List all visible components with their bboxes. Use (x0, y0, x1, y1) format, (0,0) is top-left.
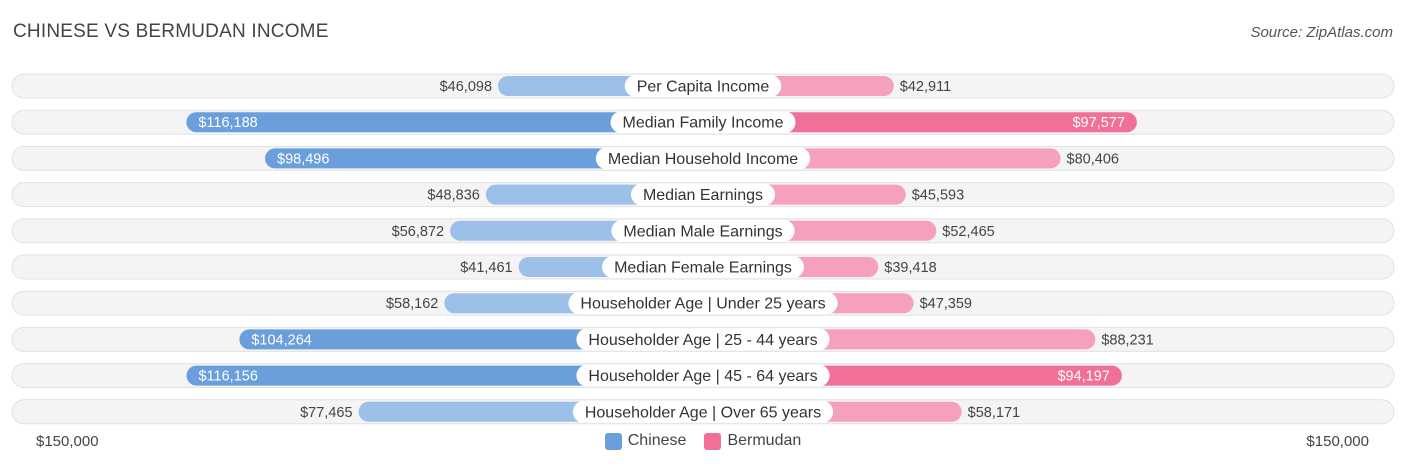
category-pill (630, 183, 776, 206)
bar-chinese (186, 112, 703, 133)
category-pill (576, 364, 830, 387)
axis-left-label: $150,000 (36, 433, 99, 450)
value-label-bermudan: $88,231 (1101, 332, 1153, 348)
legend-swatch-chinese (604, 432, 622, 450)
legend-swatch-bermudan (704, 432, 722, 450)
value-label-bermudan: $58,171 (968, 405, 1020, 421)
bar-chinese (186, 365, 703, 386)
legend-item-chinese: Chinese (604, 432, 687, 450)
legend: Chinese Bermudan (0, 432, 1406, 450)
value-label-chinese: $58,162 (386, 296, 438, 312)
value-label-bermudan: $42,911 (900, 79, 951, 95)
category-label: Median Female Earnings (614, 260, 792, 277)
category-pill (611, 219, 795, 242)
category-pill (624, 75, 782, 97)
value-label-chinese: $46,098 (440, 79, 492, 95)
value-label-bermudan: $39,418 (884, 260, 936, 276)
category-pill (576, 328, 830, 351)
chart-title: CHINESE VS BERMUDAN INCOME (13, 21, 329, 42)
value-label-chinese: $98,496 (277, 151, 329, 167)
category-label: Householder Age | Under 25 years (580, 296, 825, 313)
bar-chinese (265, 148, 703, 169)
value-label-bermudan: $45,593 (912, 188, 964, 204)
legend-item-bermudan: Bermudan (704, 432, 801, 450)
category-label: Householder Age | 25 - 44 years (588, 332, 817, 349)
legend-label-bermudan: Bermudan (727, 432, 802, 449)
value-label-chinese: $77,465 (300, 405, 352, 421)
value-label-bermudan: $97,577 (1072, 115, 1124, 131)
value-label-chinese: $104,264 (251, 332, 311, 348)
category-pill (568, 292, 838, 315)
category-label: Median Family Income (623, 115, 784, 132)
value-label-chinese: $56,872 (392, 224, 444, 240)
chart-area: $46,098 $42,911 Per Capita Income $116,188 $… (11, 73, 1395, 425)
value-label-chinese: $41,461 (460, 260, 512, 276)
category-pill (602, 256, 804, 278)
category-label: Median Male Earnings (623, 223, 782, 240)
category-pill (572, 400, 834, 423)
bar-bermudan (703, 112, 1137, 133)
value-label-chinese: $48,836 (427, 188, 479, 204)
value-label-chinese: $116,188 (198, 115, 257, 131)
axis-right-label: $150,000 (1306, 433, 1369, 450)
value-label-bermudan: $94,197 (1057, 369, 1109, 385)
value-label-bermudan: $80,406 (1067, 151, 1119, 167)
category-label: Per Capita Income (637, 79, 770, 96)
category-pill (595, 147, 811, 170)
legend-label-chinese: Chinese (627, 432, 687, 449)
value-label-chinese: $116,156 (198, 369, 257, 385)
value-label-bermudan: $47,359 (920, 296, 972, 312)
category-label: Median Earnings (643, 187, 763, 204)
category-label: Median Household Income (608, 151, 798, 168)
category-label: Householder Age | Over 65 years (585, 404, 821, 421)
chart-source: Source: ZipAtlas.com (1250, 24, 1393, 41)
value-label-bermudan: $52,465 (942, 224, 994, 240)
category-pill (610, 111, 796, 134)
category-label: Householder Age | 45 - 64 years (588, 368, 817, 385)
